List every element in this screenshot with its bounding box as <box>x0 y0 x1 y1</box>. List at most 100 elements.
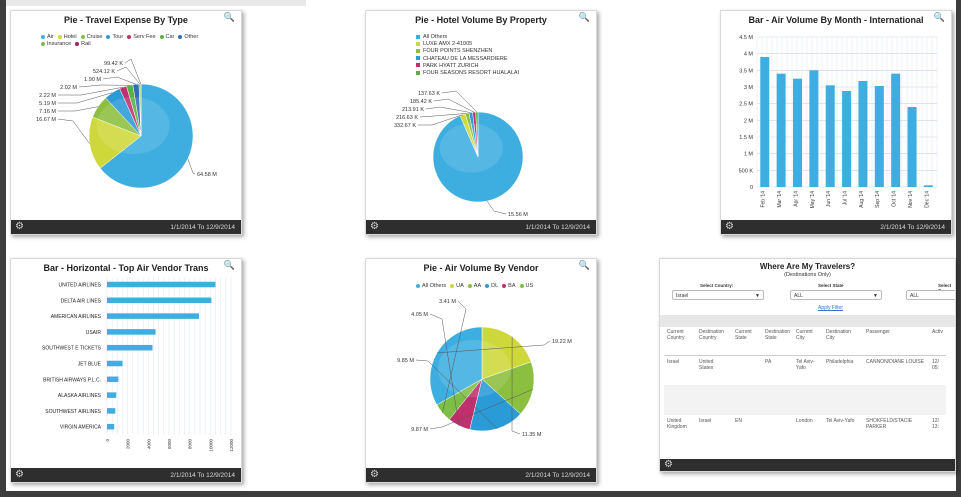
legend-item[interactable]: LUXE AMX 2-41005 <box>416 41 519 48</box>
x-tick-label: 2000 <box>126 439 131 450</box>
bar[interactable] <box>891 73 901 187</box>
widget-title: Bar - Air Volume By Month - Internationa… <box>748 15 924 25</box>
column-header[interactable]: Destination City <box>823 327 864 356</box>
legend-item[interactable]: CHATEAU DE LA MESSARDIERE <box>416 56 519 63</box>
gear-icon[interactable]: ⚙ <box>370 469 379 480</box>
y-tick-label: 2 M <box>744 118 754 124</box>
legend-item[interactable]: Air <box>41 34 54 41</box>
y-tick-label: 3.5 M <box>739 68 753 74</box>
state-select[interactable]: ALL ▼ <box>790 290 882 300</box>
bar[interactable] <box>923 185 933 187</box>
zoom-icon[interactable]: 🔍 <box>578 12 590 22</box>
legend-item[interactable]: All Others <box>416 283 446 289</box>
table-row[interactable] <box>664 385 946 415</box>
bar[interactable] <box>107 360 123 367</box>
gear-icon[interactable]: ⚙ <box>725 221 734 232</box>
column-header[interactable]: Current Country <box>664 327 696 356</box>
bar[interactable] <box>107 423 115 430</box>
legend-item[interactable]: Other <box>178 34 198 41</box>
legend-item[interactable]: Insurance <box>41 41 71 48</box>
date-range: 2/1/2014 To 12/9/2014 <box>525 472 590 479</box>
date-range: 2/1/2014 To 12/9/2014 <box>170 472 235 479</box>
bar[interactable] <box>107 376 119 383</box>
data-label: 213.91 K <box>402 107 424 113</box>
bar[interactable] <box>842 91 852 187</box>
column-header[interactable]: Current City <box>793 327 824 356</box>
bar[interactable] <box>107 281 216 288</box>
zoom-icon[interactable]: 🔍 <box>223 12 235 22</box>
column-header[interactable]: Activ <box>929 327 946 356</box>
table-cell: CANNON/DIANE LOUISE <box>866 358 925 365</box>
bar[interactable] <box>776 73 786 187</box>
bar[interactable] <box>107 392 117 398</box>
table-row[interactable]: Israel United States PA Tel Aviv-Yafo Philad… <box>664 355 946 385</box>
zoom-icon[interactable]: 🔍 <box>223 260 235 270</box>
column-header[interactable]: Passenger <box>863 327 930 356</box>
widget-footer: ⚙ <box>660 459 955 471</box>
legend-label: Insurance <box>47 41 72 47</box>
bar[interactable] <box>107 297 212 304</box>
bar[interactable] <box>809 70 819 187</box>
bar[interactable] <box>858 81 868 187</box>
chart-legend: Air Hotel Cruise Tour Serv Fee Car Other Insura… <box>41 34 221 48</box>
column-header[interactable]: Destination State <box>762 327 794 356</box>
zoom-icon[interactable]: 🔍 <box>578 260 590 270</box>
legend-item[interactable]: Tour <box>106 34 123 41</box>
bar[interactable] <box>874 86 884 187</box>
bar[interactable] <box>107 329 156 335</box>
table-cell: London <box>796 418 813 424</box>
city-select[interactable]: ALL <box>906 290 955 300</box>
x-tick-label: Dec '14 <box>924 191 930 208</box>
data-label: 9.85 M <box>397 358 414 364</box>
pie-slice[interactable] <box>481 361 535 415</box>
legend-label: Serv Fee <box>133 34 156 40</box>
column-header[interactable]: Destination Country <box>696 327 732 356</box>
gear-icon[interactable]: ⚙ <box>15 469 24 480</box>
pie-slice[interactable] <box>88 116 142 169</box>
legend-item[interactable]: Car <box>159 34 174 41</box>
date-range: 2/1/2014 To 12/9/2014 <box>880 224 945 231</box>
bar[interactable] <box>107 344 153 351</box>
gear-icon[interactable]: ⚙ <box>15 221 24 232</box>
column-header[interactable]: Current State <box>732 327 762 356</box>
legend-item[interactable]: UA <box>450 283 464 289</box>
legend-item[interactable]: Rail <box>75 41 91 48</box>
widget-footer: ⚙ 1/1/2014 To 12/9/2014 <box>366 220 596 234</box>
horizontal-scrollbar[interactable] <box>660 315 955 327</box>
legend-item[interactable]: FOUR POINTS SHENZHEN <box>416 48 519 55</box>
gear-icon[interactable]: ⚙ <box>664 459 673 470</box>
y-tick-label: 4.5 M <box>739 35 753 41</box>
bar[interactable] <box>793 78 802 187</box>
legend-item[interactable]: FOUR SEASONS RESORT HUALALAI <box>416 70 519 77</box>
legend-item[interactable]: BA <box>502 283 516 289</box>
travelers-title: Where Are My Travelers? <box>759 262 856 271</box>
bar[interactable] <box>825 85 835 187</box>
apply-filter-link[interactable]: Apply Filter <box>818 305 844 311</box>
leader-line <box>102 76 136 85</box>
legend-swatch <box>159 34 164 39</box>
legend-item[interactable]: All Others <box>416 34 519 41</box>
bar[interactable] <box>907 107 917 187</box>
legend-label: Air <box>47 34 54 40</box>
leader-line <box>429 313 460 426</box>
legend-item[interactable]: Serv Fee <box>127 34 156 41</box>
legend-item[interactable]: Hotel <box>57 34 77 41</box>
legend-label: US <box>525 283 534 289</box>
legend-item[interactable]: PARK HYATT ZURICH <box>416 63 519 70</box>
legend-item[interactable]: US <box>519 283 534 289</box>
country-select[interactable]: Israel ▼ <box>672 290 764 300</box>
data-label: 15.56 M <box>508 212 528 218</box>
legend-item[interactable]: Cruise <box>80 34 102 41</box>
bar[interactable] <box>107 408 116 414</box>
bar[interactable] <box>760 57 770 187</box>
x-tick-label: 4000 <box>146 439 151 450</box>
city-select-value: ALL <box>910 293 919 299</box>
zoom-icon[interactable]: 🔍 <box>933 12 945 22</box>
table-row[interactable]: United Kingdom Israel EN London Tel Aviv-Yaf… <box>664 415 946 445</box>
legend-item[interactable]: AA <box>467 283 481 289</box>
gear-icon[interactable]: ⚙ <box>370 221 379 232</box>
bar[interactable] <box>107 313 199 319</box>
y-tick-label: 3 M <box>744 85 754 91</box>
legend-item[interactable]: DL <box>485 283 498 289</box>
pie-slice[interactable] <box>99 83 194 189</box>
